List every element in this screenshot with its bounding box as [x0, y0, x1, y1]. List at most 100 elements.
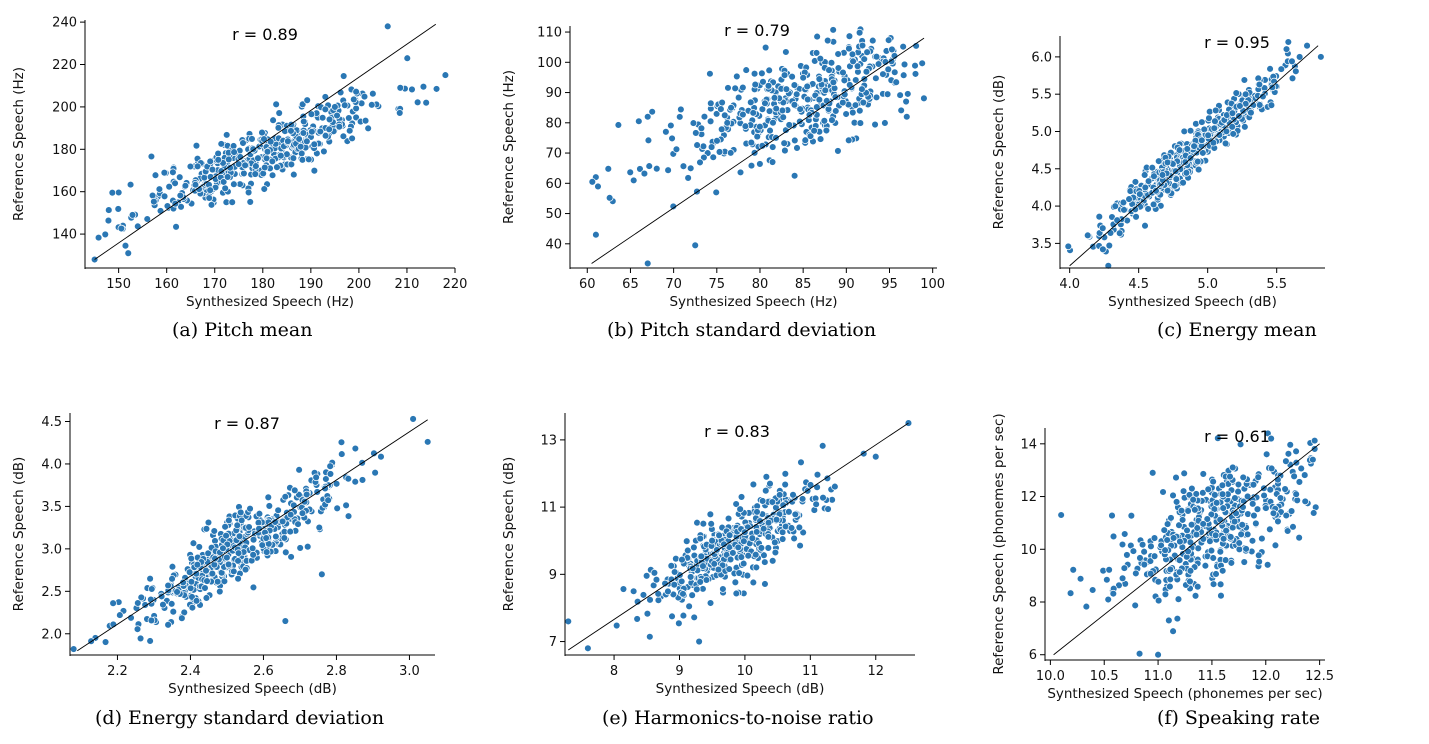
x-tick-label: 11	[802, 664, 819, 679]
data-point	[233, 521, 242, 530]
data-point	[167, 600, 176, 608]
data-point	[236, 180, 244, 188]
data-point	[782, 85, 791, 93]
data-point	[1297, 464, 1305, 473]
data-point	[298, 156, 307, 164]
data-point	[1106, 229, 1115, 237]
data-point	[226, 164, 234, 172]
data-point	[758, 69, 766, 78]
data-point	[700, 112, 709, 121]
data-point	[1219, 504, 1227, 512]
data-point	[1236, 102, 1244, 110]
x-tick-label: 2.2	[107, 664, 128, 679]
data-point	[743, 571, 752, 580]
data-point	[648, 108, 656, 116]
data-point	[772, 515, 781, 524]
data-point	[1105, 241, 1114, 250]
data-point	[1269, 509, 1278, 517]
data-point	[204, 549, 212, 558]
data-point	[201, 584, 209, 592]
data-point	[652, 575, 661, 584]
data-point	[287, 160, 296, 169]
data-point	[211, 554, 219, 563]
data-point	[736, 505, 744, 513]
x-tick-label: 10	[737, 664, 754, 679]
data-point	[1120, 530, 1129, 538]
data-point	[693, 518, 701, 527]
data-point	[710, 560, 718, 568]
x-tick-label: 12.0	[1251, 669, 1280, 684]
data-point	[287, 553, 295, 561]
data-point	[790, 101, 799, 109]
data-point	[752, 528, 761, 536]
y-tick-label: 50	[545, 207, 562, 222]
data-point	[729, 549, 737, 557]
data-point	[756, 122, 764, 131]
x-tick-label: 220	[443, 277, 468, 292]
data-point	[849, 57, 857, 66]
data-point	[668, 134, 676, 143]
data-point	[1175, 521, 1183, 529]
data-point	[1183, 145, 1191, 153]
data-point	[312, 473, 320, 482]
data-point	[731, 578, 740, 587]
data-point	[1171, 182, 1179, 190]
data-point	[1262, 450, 1271, 459]
data-point	[686, 573, 695, 581]
data-point	[756, 160, 764, 168]
data-point	[725, 565, 733, 573]
data-point	[148, 191, 157, 200]
data-point	[727, 104, 735, 112]
data-point	[761, 99, 769, 107]
data-point	[1150, 172, 1158, 180]
data-point	[764, 518, 773, 527]
data-point	[1136, 190, 1144, 198]
data-point	[629, 176, 638, 185]
data-point	[1131, 178, 1140, 186]
data-point	[222, 531, 230, 540]
data-point	[709, 153, 717, 162]
data-point	[342, 501, 350, 510]
data-point	[1201, 561, 1210, 570]
data-point	[333, 504, 341, 513]
data-point	[1205, 107, 1214, 116]
data-point	[1194, 544, 1202, 553]
data-point	[320, 147, 328, 156]
data-point	[1174, 595, 1183, 603]
data-point	[779, 113, 787, 121]
data-point	[1088, 586, 1097, 594]
data-point	[191, 180, 200, 189]
data-point	[695, 637, 703, 646]
data-point	[296, 544, 304, 552]
data-point	[1263, 561, 1272, 569]
data-point	[202, 594, 211, 602]
data-point	[278, 517, 287, 526]
data-point	[176, 191, 185, 200]
data-point	[189, 539, 198, 547]
data-point	[676, 113, 684, 121]
data-point	[1136, 554, 1144, 562]
data-point	[249, 535, 258, 544]
data-point	[825, 66, 833, 74]
data-point	[1252, 519, 1260, 528]
y-tick-label: 60	[545, 177, 562, 192]
data-point	[264, 493, 273, 502]
data-point	[339, 72, 348, 80]
data-point	[108, 188, 117, 197]
data-point	[1191, 592, 1200, 600]
data-point	[1310, 436, 1319, 445]
data-point	[859, 98, 868, 107]
data-point	[1300, 471, 1309, 479]
data-point	[721, 111, 729, 120]
data-point	[1103, 576, 1111, 584]
data-point	[303, 137, 311, 146]
data-point	[768, 158, 777, 166]
y-tick-label: 8	[1029, 596, 1037, 611]
data-point	[699, 585, 707, 593]
data-point	[101, 230, 110, 239]
data-point	[305, 155, 313, 164]
data-point	[643, 259, 652, 268]
data-point	[341, 101, 349, 109]
regression-line	[568, 422, 909, 651]
data-point	[1193, 157, 1202, 166]
